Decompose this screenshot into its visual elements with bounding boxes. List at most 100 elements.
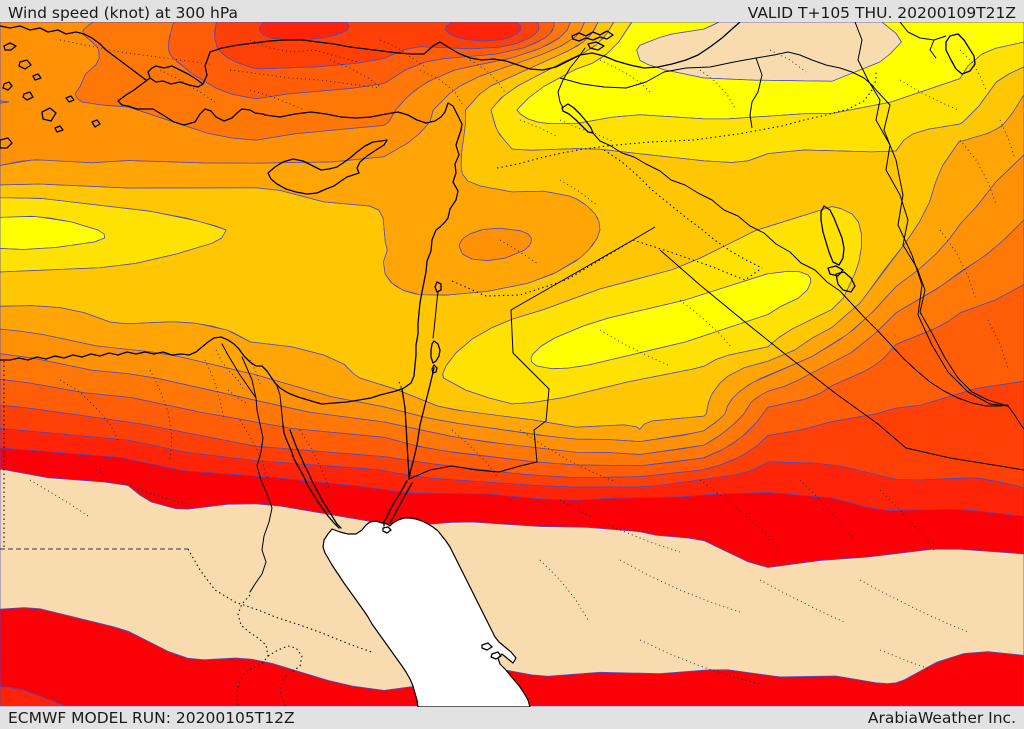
coastline: [434, 281, 442, 293]
admin-boundary: [215, 349, 245, 391]
coastline: [383, 480, 408, 527]
map-title: Wind speed (knot) at 300 hPa: [8, 4, 239, 22]
coastline: [267, 139, 388, 195]
coastline: [945, 33, 976, 75]
admin-boundary: [227, 389, 249, 405]
coastlines: [0, 22, 976, 660]
coastline: [147, 65, 204, 88]
admin-boundary: [299, 429, 331, 491]
coastline: [481, 642, 493, 651]
admin-boundaries: [29, 39, 1015, 685]
country-border: [899, 22, 947, 41]
footer-bar: ECMWF MODEL RUN: 20200105T12Z ArabiaWeat…: [0, 707, 1024, 729]
river: [249, 397, 273, 593]
admin-boundary: [879, 649, 965, 681]
country-border: [408, 226, 656, 480]
admin-boundary: [519, 119, 557, 137]
coastline: [430, 340, 441, 364]
country-border: [929, 39, 937, 59]
coastline: [152, 102, 463, 131]
country-border: [632, 239, 763, 281]
country-border: [267, 645, 303, 707]
wind-contour-map: [0, 22, 1024, 707]
coastline: [2, 81, 13, 91]
river: [241, 356, 257, 399]
coastline: [490, 651, 502, 660]
coastline: [32, 73, 42, 81]
coastline: [41, 107, 57, 122]
coastline: [127, 105, 154, 110]
coastline: [561, 103, 594, 134]
admin-boundary: [559, 499, 681, 553]
country-border: [749, 57, 763, 129]
river: [221, 343, 257, 399]
admin-boundary: [249, 89, 306, 111]
provider: ArabiaWeather Inc.: [867, 709, 1016, 727]
country-border: [875, 89, 1009, 407]
river: [276, 385, 284, 426]
admin-boundary: [159, 69, 216, 103]
river: [1007, 405, 1024, 430]
admin-boundary: [599, 59, 653, 95]
coastline: [22, 91, 34, 101]
coastline: [401, 388, 410, 480]
river: [591, 131, 1009, 407]
country-border: [451, 239, 634, 297]
coastline: [317, 129, 462, 405]
coastline: [431, 364, 438, 374]
coastline: [820, 205, 845, 266]
admin-boundary: [229, 69, 381, 89]
country-border: [559, 51, 877, 91]
river: [432, 291, 439, 339]
coastline: [65, 95, 75, 103]
coastline: [117, 77, 151, 107]
coastline: [0, 25, 147, 81]
model-run: ECMWF MODEL RUN: 20200105T12Z: [8, 709, 295, 727]
coastline: [0, 336, 319, 404]
admin-boundary: [239, 419, 269, 481]
country-border: [603, 149, 763, 269]
coastline: [282, 424, 340, 529]
admin-boundary: [95, 469, 199, 507]
admin-boundary: [959, 139, 997, 205]
country-borders-dotted: [3, 72, 877, 707]
coastline: [18, 59, 32, 70]
coastline: [0, 137, 13, 149]
river: [557, 47, 586, 109]
admin-boundary: [759, 579, 845, 623]
admin-boundary: [559, 179, 599, 207]
contour-band: [0, 468, 1024, 691]
solid-borders: [408, 22, 1024, 480]
admin-boundary: [879, 489, 935, 551]
coastline: [209, 22, 741, 71]
admin-boundary: [699, 69, 737, 111]
coastline: [289, 429, 342, 529]
admin-boundary: [987, 319, 1009, 369]
coastline: [3, 42, 17, 51]
valid-time: VALID T+105 THU. 20200109T21Z: [747, 4, 1016, 22]
coastline: [571, 30, 614, 42]
admin-boundary: [899, 79, 959, 111]
header-bar: Wind speed (knot) at 300 hPa VALID T+105…: [0, 0, 1024, 22]
coastline: [54, 125, 64, 133]
coastline: [202, 51, 211, 85]
contour-band: [0, 22, 1024, 707]
admin-boundary: [699, 479, 783, 553]
weather-map: [0, 22, 1024, 707]
coastline: [835, 271, 856, 293]
country-border: [659, 249, 1024, 471]
admin-boundary: [799, 479, 855, 541]
country-border: [187, 548, 373, 653]
admin-boundary: [619, 559, 741, 613]
coastline: [408, 367, 435, 480]
admin-boundary: [59, 39, 211, 65]
country-border: [496, 72, 877, 169]
coastline: [91, 119, 101, 128]
wind-speed-bands: [0, 22, 1024, 707]
admin-boundary: [249, 39, 359, 63]
coastline: [382, 526, 392, 534]
coastline: [587, 41, 605, 51]
coastline: [389, 482, 413, 524]
admin-boundary: [959, 49, 987, 91]
red-sea: [322, 517, 531, 707]
